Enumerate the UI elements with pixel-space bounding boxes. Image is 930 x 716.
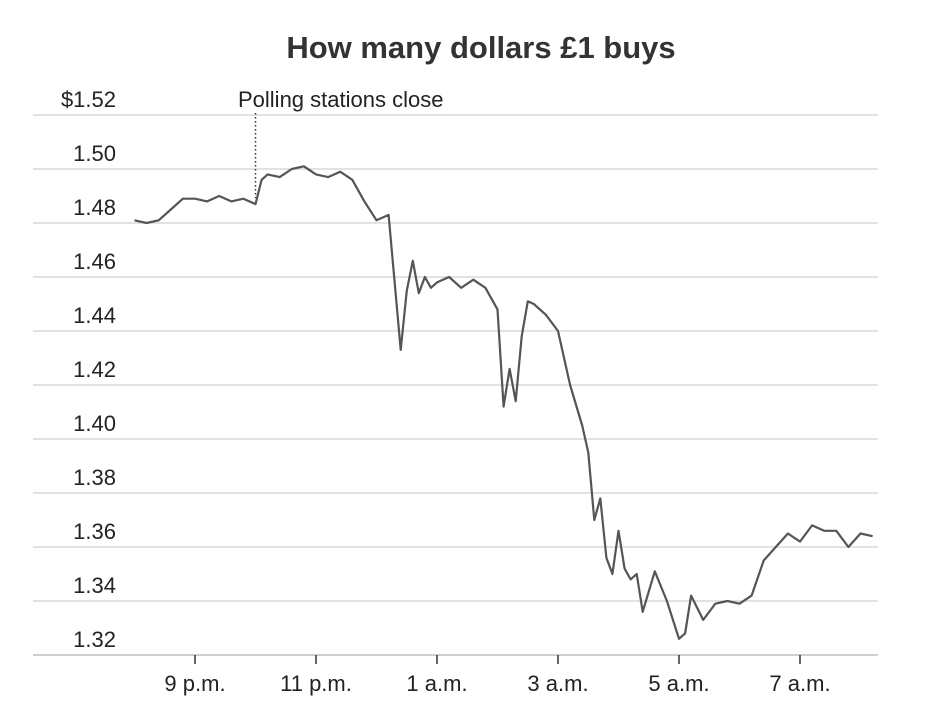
x-tick-label: 7 a.m. <box>769 671 830 696</box>
x-ticks: 9 p.m. 11 p.m. 1 a.m. 3 a.m. 5 a.m. 7 a.m. <box>164 655 831 696</box>
annotation: Polling stations close <box>238 87 443 198</box>
y-tick-label: 1.34 <box>73 573 116 598</box>
y-tick-label: $1.52 <box>61 87 116 112</box>
x-tick-label: 11 p.m. <box>280 671 352 696</box>
chart-title: How many dollars £1 buys <box>286 30 676 65</box>
y-tick-labels: $1.52 1.50 1.48 1.46 1.44 1.42 1.40 1.38 1.36 1.3… <box>61 87 116 652</box>
y-tick-label: 1.38 <box>73 465 116 490</box>
y-tick-label: 1.36 <box>73 519 116 544</box>
x-tick-label: 9 p.m. <box>164 671 225 696</box>
series-lines <box>134 165 873 640</box>
series-line <box>134 165 873 640</box>
y-tick-label: 1.32 <box>73 627 116 652</box>
x-tick-label: 5 a.m. <box>648 671 709 696</box>
gridlines <box>33 114 878 656</box>
y-tick-label: 1.40 <box>73 411 116 436</box>
y-tick-label: 1.46 <box>73 249 116 274</box>
y-tick-label: 1.48 <box>73 195 116 220</box>
x-tick-label: 3 a.m. <box>527 671 588 696</box>
y-tick-label: 1.50 <box>73 141 116 166</box>
annotation-label: Polling stations close <box>238 87 443 112</box>
y-tick-label: 1.42 <box>73 357 116 382</box>
x-tick-label: 1 a.m. <box>406 671 467 696</box>
y-tick-label: 1.44 <box>73 303 116 328</box>
